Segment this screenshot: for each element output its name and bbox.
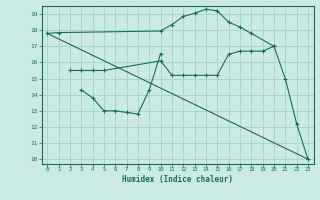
X-axis label: Humidex (Indice chaleur): Humidex (Indice chaleur) — [122, 175, 233, 184]
